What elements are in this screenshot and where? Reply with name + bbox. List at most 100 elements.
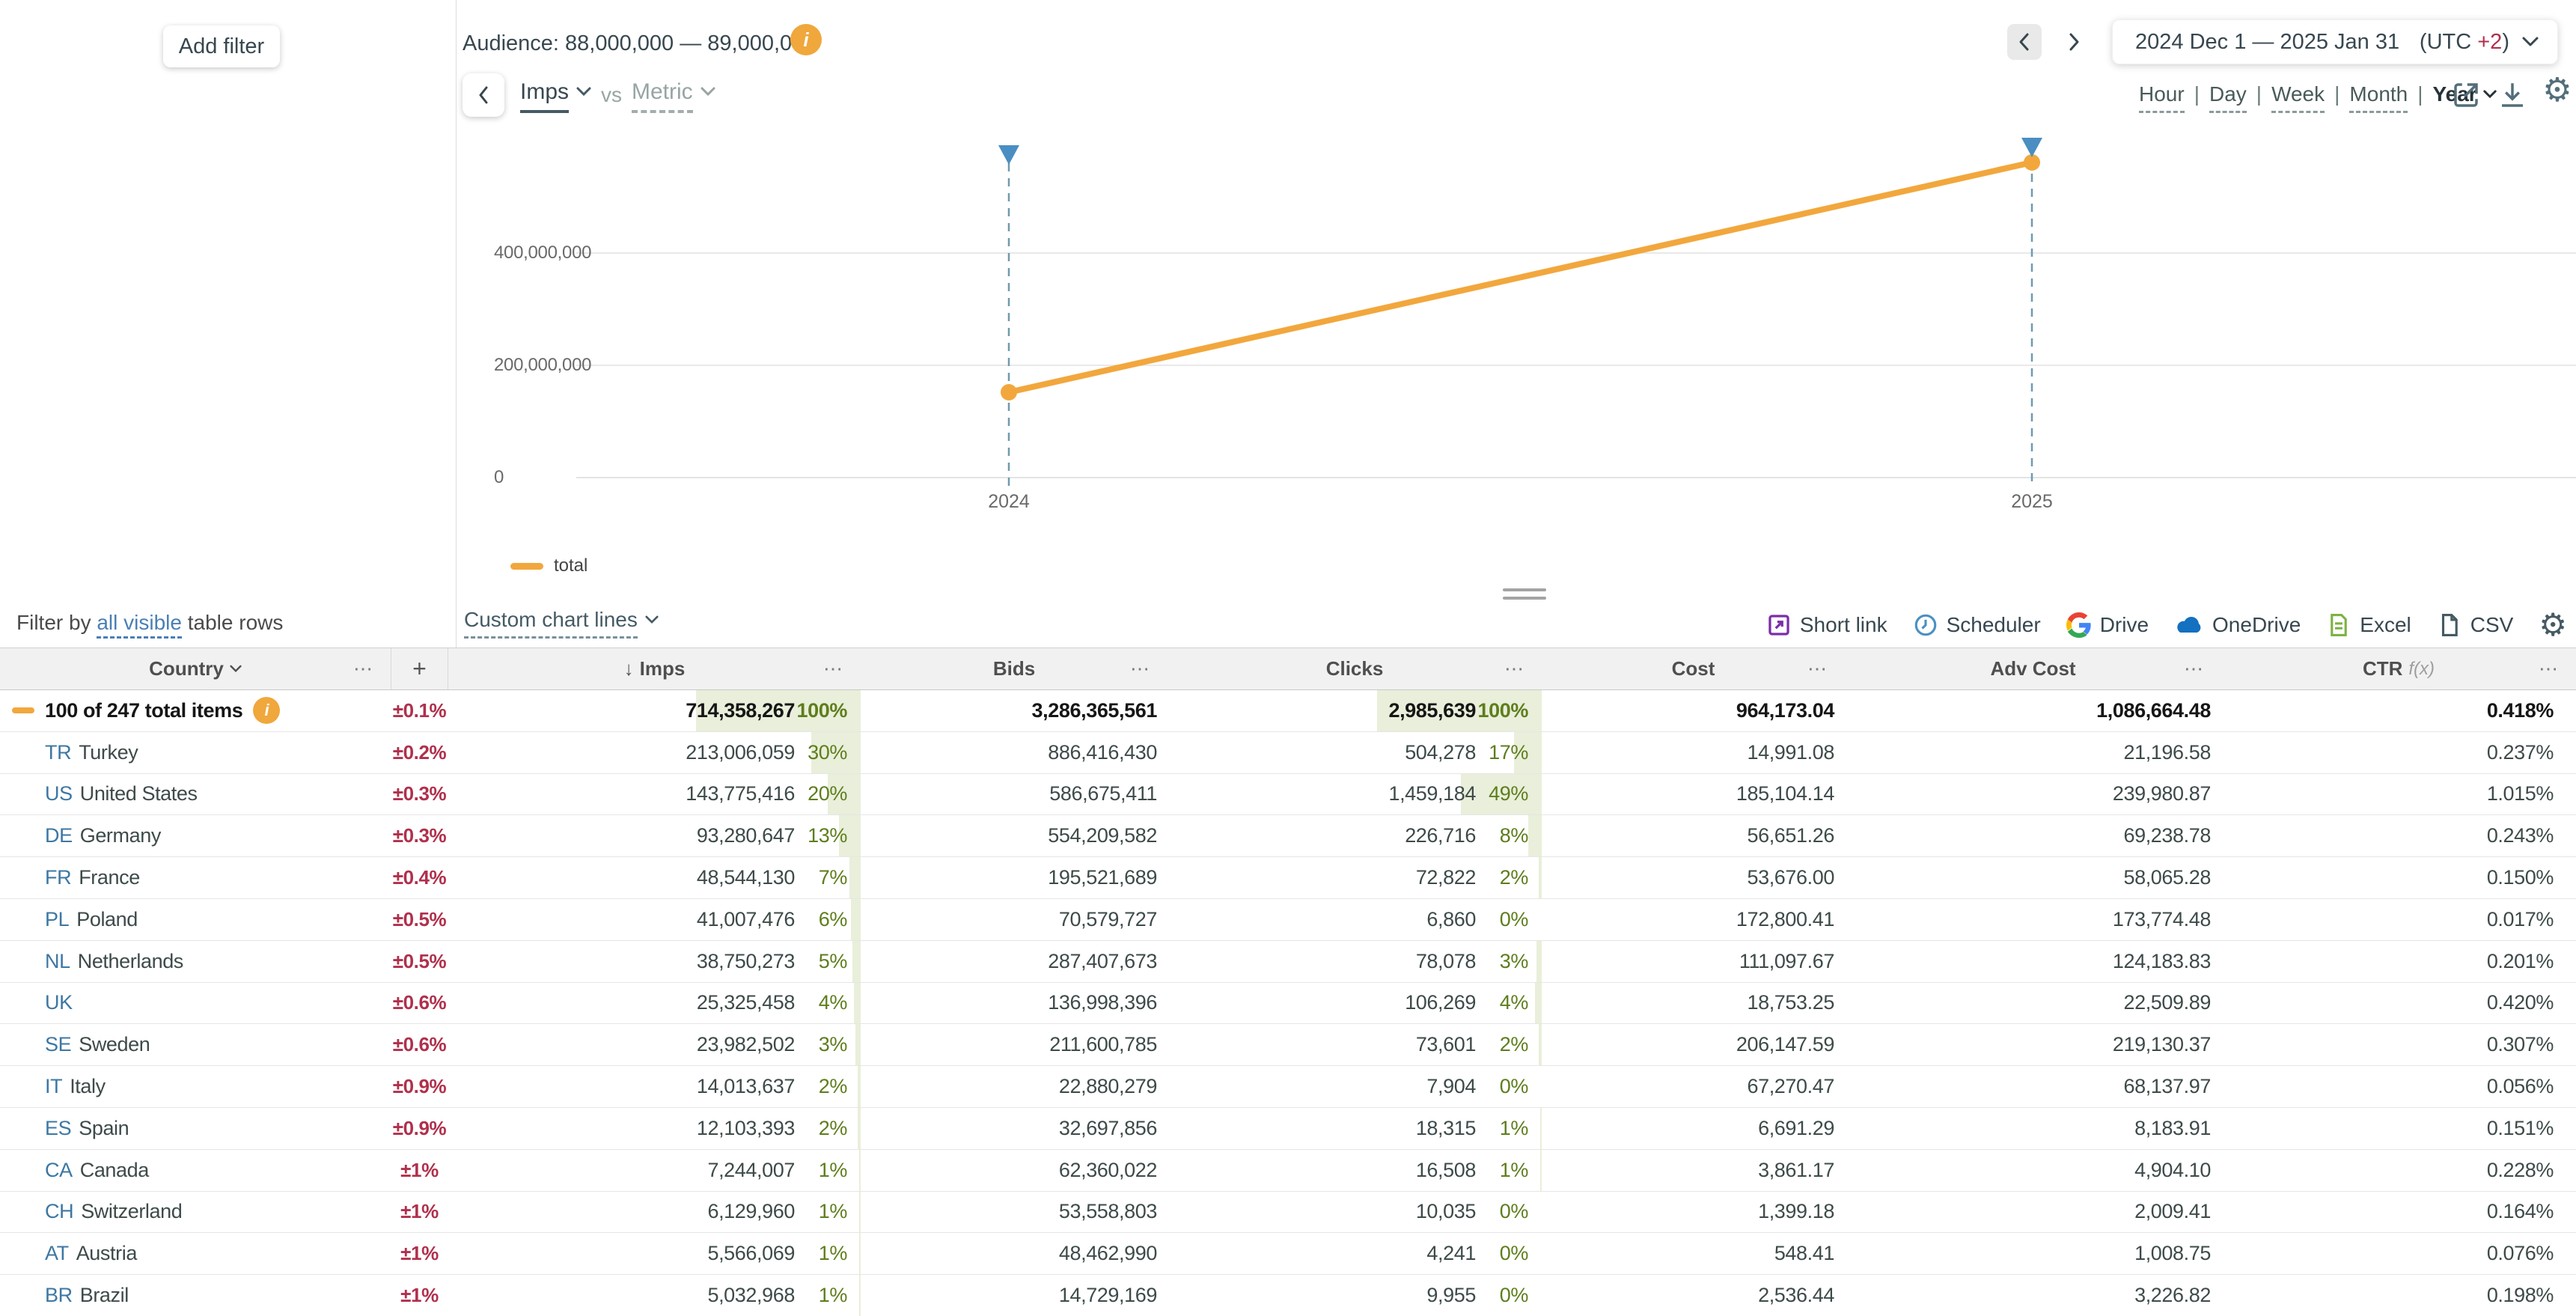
column-menu-icon[interactable]: ⋯ — [823, 657, 844, 680]
country-cell[interactable]: PL Poland — [0, 899, 391, 940]
imps-share-bar — [857, 1066, 861, 1107]
clicks-share-bar — [1538, 1024, 1542, 1066]
country-cell[interactable]: CH Switzerland — [0, 1192, 391, 1233]
audience-info-icon[interactable]: i — [790, 24, 822, 55]
table-row[interactable]: US United States ±0.3% 143,775,416 20% 5… — [0, 773, 2576, 816]
clicks-percent: 0% — [1499, 907, 1529, 930]
compare-metric-select[interactable]: Metric — [632, 79, 715, 113]
scheduler-label: Scheduler — [1946, 612, 2041, 636]
chart-settings-gear-icon[interactable]: ⚙ — [2542, 72, 2572, 109]
column-header-country[interactable]: Country ⋯ — [149, 657, 374, 680]
granularity-hour[interactable]: Hour — [2139, 82, 2185, 113]
imps-percent: 4% — [818, 991, 848, 1014]
table-row[interactable]: TR Turkey ±0.2% 213,006,059 30% 886,416,… — [0, 731, 2576, 774]
table-row[interactable]: BR Brazil ±1% 5,032,968 1% 14,729,169 9,… — [0, 1275, 2576, 1316]
column-menu-icon[interactable]: ⋯ — [1504, 657, 1525, 680]
country-cell[interactable]: DE Germany — [0, 815, 391, 856]
add-filter-button[interactable]: Add filter — [163, 25, 280, 67]
cost-cell: 2,536.44 — [1758, 1284, 1834, 1307]
column-header-imps[interactable]: ↓ Imps ⋯ — [623, 657, 844, 680]
column-header-clicks[interactable]: Clicks ⋯ — [1325, 657, 1525, 680]
country-cell[interactable]: IT Italy — [0, 1066, 391, 1107]
table-row[interactable]: UK ±0.6% 25,325,458 4% 136,998,396 106,2… — [0, 982, 2576, 1025]
country-cell[interactable]: UK — [0, 983, 391, 1024]
imps-value: 25,325,458 — [696, 991, 796, 1014]
country-cell[interactable]: CA Canada — [0, 1150, 391, 1191]
open-in-new-icon[interactable] — [2450, 79, 2482, 111]
table-row[interactable]: AT Austria ±1% 5,566,069 1% 48,462,990 4… — [0, 1233, 2576, 1276]
date-next-button[interactable] — [2057, 24, 2091, 60]
all-visible-link[interactable]: all visible — [97, 611, 182, 639]
country-cell[interactable]: ES Spain — [0, 1108, 391, 1149]
column-menu-icon[interactable]: ⋯ — [2539, 657, 2560, 680]
imps-share-bar — [839, 815, 861, 857]
chart-legend[interactable]: total — [510, 555, 587, 576]
country-cell[interactable]: BR Brazil — [0, 1275, 391, 1316]
onedrive-button[interactable]: OneDrive — [2174, 613, 2301, 637]
country-name: Canada — [79, 1158, 150, 1181]
column-header-cost[interactable]: Cost ⋯ — [1671, 657, 1828, 680]
chart-back-button[interactable] — [463, 73, 504, 117]
primary-metric-select[interactable]: Imps — [520, 79, 591, 113]
table-row[interactable]: DE Germany ±0.3% 93,280,647 13% 554,209,… — [0, 815, 2576, 858]
clicks-cell: 9,955 0% — [1168, 1275, 1542, 1316]
download-icon[interactable] — [2497, 79, 2528, 111]
imps-cell: 5,566,069 1% — [448, 1233, 861, 1275]
scheduler-button[interactable]: Scheduler — [1913, 612, 2041, 638]
table-row[interactable]: SE Sweden ±0.6% 23,982,502 3% 211,600,78… — [0, 1024, 2576, 1067]
column-menu-icon[interactable]: ⋯ — [1130, 657, 1151, 680]
imps-cell: 7,244,007 1% — [448, 1149, 861, 1191]
granularity-day[interactable]: Day — [2209, 82, 2247, 113]
totals-info-icon[interactable]: i — [253, 697, 281, 725]
country-code: NL — [45, 949, 70, 972]
imps-value: 23,982,502 — [696, 1033, 796, 1056]
clicks-share-bar — [1461, 773, 1542, 815]
imps-share-bar — [858, 1275, 861, 1316]
short-link-button[interactable]: Short link — [1766, 612, 1887, 638]
accuracy-cell: ±0.9% — [392, 1116, 447, 1139]
country-cell[interactable]: TR Turkey — [0, 732, 391, 773]
table-row[interactable]: ES Spain ±0.9% 12,103,393 2% 32,697,856 … — [0, 1107, 2576, 1150]
table-row[interactable]: FR France ±0.4% 48,544,130 7% 195,521,68… — [0, 857, 2576, 899]
column-menu-icon[interactable]: ⋯ — [353, 657, 374, 680]
table-row[interactable]: CA Canada ±1% 7,244,007 1% 62,360,022 16… — [0, 1149, 2576, 1192]
table-row[interactable]: PL Poland ±0.5% 41,007,476 6% 70,579,727… — [0, 898, 2576, 941]
clicks-share-bar — [1528, 815, 1542, 857]
clicks-value: 106,269 — [1405, 991, 1476, 1014]
csv-export-button[interactable]: CSV — [2437, 612, 2513, 638]
table-settings-gear-icon[interactable]: ⚙ — [2539, 607, 2567, 642]
table-row[interactable]: IT Italy ±0.9% 14,013,637 2% 22,880,279 … — [0, 1066, 2576, 1108]
country-cell[interactable]: NL Netherlands — [0, 941, 391, 982]
google-drive-button[interactable]: Drive — [2066, 612, 2149, 638]
clicks-percent: 49% — [1489, 782, 1528, 805]
column-header-ctr[interactable]: CTR f(x) ⋯ — [2362, 657, 2560, 680]
country-cell[interactable]: US United States — [0, 774, 391, 815]
country-cell[interactable]: FR France — [0, 857, 391, 898]
ctr-cell: 0.418% — [2486, 698, 2554, 722]
column-header-bids[interactable]: Bids ⋯ — [992, 657, 1151, 680]
column-header-adv-cost[interactable]: Adv Cost ⋯ — [1990, 657, 2205, 680]
table-totals-row[interactable]: 100 of 247 total items i ±0.1% 714,358,2… — [0, 690, 2576, 732]
add-column-button[interactable]: + — [391, 648, 448, 689]
imps-percent: 2% — [818, 1116, 848, 1139]
table-row[interactable]: CH Switzerland ±1% 6,129,960 1% 53,558,8… — [0, 1191, 2576, 1234]
cost-cell: 3,861.17 — [1758, 1158, 1834, 1181]
excel-export-button[interactable]: Excel — [2326, 612, 2411, 638]
granularity-week[interactable]: Week — [2271, 82, 2325, 113]
accuracy-cell: ±0.3% — [392, 824, 447, 847]
imps-share-bar — [855, 1024, 861, 1066]
country-cell[interactable]: AT Austria — [0, 1233, 391, 1274]
custom-chart-lines-select[interactable]: Custom chart lines — [464, 608, 659, 639]
panel-resize-handle[interactable] — [1503, 588, 1546, 605]
granularity-month[interactable]: Month — [2349, 82, 2408, 113]
table-row[interactable]: NL Netherlands ±0.5% 38,750,273 5% 287,4… — [0, 940, 2576, 983]
date-prev-button[interactable] — [2007, 24, 2042, 60]
column-menu-icon[interactable]: ⋯ — [2184, 657, 2205, 680]
line-chart[interactable] — [457, 0, 2576, 648]
date-range-selector[interactable]: 2024 Dec 1 — 2025 Jan 31 (UTC +2) — [2112, 19, 2558, 64]
adv-cost-cell: 2,009.41 — [2134, 1200, 2211, 1223]
column-menu-icon[interactable]: ⋯ — [1807, 657, 1828, 680]
country-cell[interactable]: SE Sweden — [0, 1024, 391, 1065]
imps-value: 5,566,069 — [707, 1242, 795, 1265]
utc-offset: (UTC +2) — [2420, 30, 2539, 55]
